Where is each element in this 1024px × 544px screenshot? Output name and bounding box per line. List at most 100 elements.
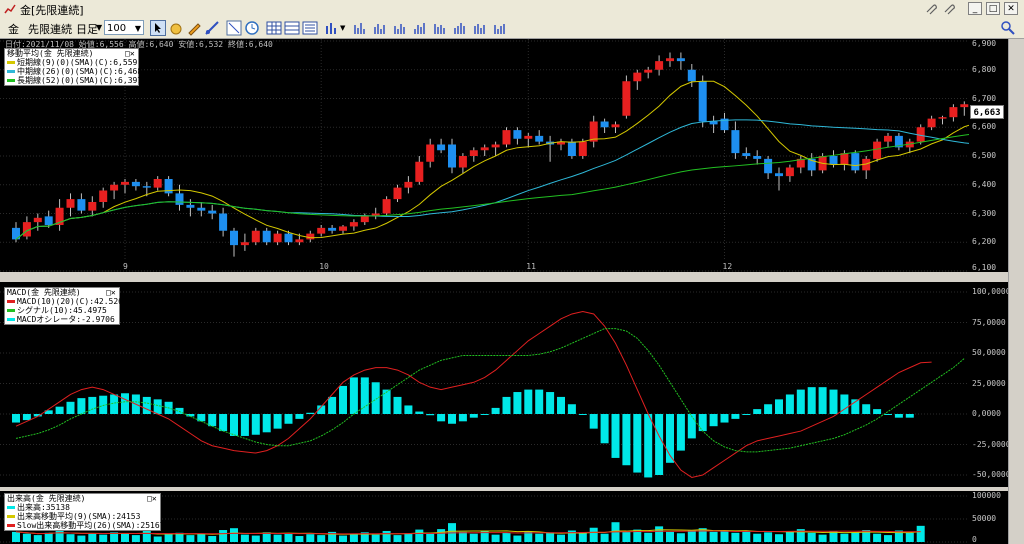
symbol-label[interactable]: 金 — [8, 23, 19, 36]
crosshair-icon[interactable] — [226, 20, 242, 36]
chart-type-arrow-icon[interactable]: ▼ — [340, 24, 346, 32]
macd-osc-bar — [22, 414, 31, 421]
pencil-draw-icon[interactable] — [186, 20, 202, 36]
indicator-bars-icon-6[interactable] — [452, 20, 468, 36]
volume-bar — [328, 531, 337, 542]
macd-osc-bar — [655, 414, 664, 475]
candle-up — [393, 187, 402, 200]
bar-count-select[interactable]: 100 ▼ — [104, 20, 144, 35]
volume-legend-item: 出来高移動平均(9)(SMA):24153 — [5, 512, 160, 521]
macd-osc-bar — [557, 396, 565, 414]
ma-legend-item: 中期線(26)(0)(SMA)(C):6,468 — [5, 67, 142, 76]
right-scrollbar[interactable] — [1008, 39, 1024, 544]
macd-osc-bar — [44, 410, 53, 414]
candle-up — [339, 226, 347, 231]
indicator-bars-icon-4[interactable] — [412, 20, 428, 36]
ma-legend-title: 移動平均(金 先限連続) — [7, 49, 94, 58]
macd-osc-bar — [317, 405, 326, 414]
macd-osc-bar — [622, 414, 631, 466]
bar-chart-icon[interactable] — [324, 20, 340, 36]
candle-up — [622, 81, 631, 116]
macd-osc-bar — [851, 399, 860, 414]
legend-close-icon[interactable]: □✕ — [147, 494, 157, 503]
candle-up — [785, 167, 794, 177]
macd-osc-bar — [88, 396, 97, 414]
macd-legend[interactable]: MACD(金 先限連続) □✕ MACD(10)(20)(C):42.5269 … — [4, 287, 128, 325]
cursor-select-icon[interactable] — [150, 20, 166, 36]
macd-legend-item: MACD(10)(20)(C):42.5269 — [5, 297, 128, 306]
macd-chart[interactable] — [0, 282, 969, 487]
candle-up — [589, 121, 598, 142]
osc-label: MACDオシレータ:-2.9706 — [17, 315, 115, 324]
contract-label[interactable]: 先限連続 — [28, 23, 72, 36]
macd-osc-bar — [633, 414, 642, 473]
macd-osc-bar — [458, 414, 467, 422]
volume-panel[interactable] — [0, 491, 969, 544]
line-tool-icon[interactable] — [204, 20, 220, 36]
indicator-bars-icon-3[interactable] — [392, 20, 408, 36]
macd-osc-bar — [77, 398, 86, 414]
macd-osc-bar — [687, 414, 696, 439]
grid-icon[interactable] — [266, 20, 282, 36]
ma-legend[interactable]: 移動平均(金 先限連続) □✕ 短期線(9)(0)(SMA)(C):6,559 … — [4, 48, 142, 86]
panel-divider[interactable] — [0, 487, 1024, 491]
attach-icon[interactable] — [924, 3, 938, 15]
candle-up — [578, 141, 587, 156]
search-key-icon[interactable] — [1000, 20, 1016, 36]
window-title: 金[先限連続] — [20, 4, 84, 17]
macd-osc-bar — [796, 389, 805, 414]
volume-bar — [262, 532, 271, 542]
x-tick-label: 9 — [123, 262, 128, 271]
macd-osc-bar — [55, 406, 64, 414]
macd-osc-bar — [175, 407, 184, 414]
volume-chart[interactable] — [0, 491, 969, 544]
maximize-button[interactable]: □ — [986, 2, 1000, 15]
candle-up — [66, 199, 75, 208]
panel-divider[interactable] — [0, 272, 1024, 282]
volume-bar — [360, 532, 369, 542]
link-icon[interactable] — [942, 3, 956, 15]
macd-osc-bar — [720, 414, 729, 423]
volume-bar — [197, 533, 206, 542]
macd-axis-tick-label: -25,0000 — [972, 439, 1011, 449]
period-label[interactable]: 日足 — [76, 23, 98, 36]
volume-bar — [687, 530, 696, 542]
legend-close-icon[interactable]: □✕ — [125, 49, 135, 58]
indicator-bars-icon-7[interactable] — [472, 20, 488, 36]
period-dropdown-arrow-icon[interactable]: ▼ — [96, 23, 103, 32]
indicator-bars-icon-5[interactable] — [432, 20, 448, 36]
list-icon[interactable] — [302, 20, 318, 36]
candle-up — [273, 233, 282, 243]
macd-panel[interactable] — [0, 282, 969, 487]
macd-osc-bar — [66, 401, 75, 414]
price-axis-tick-label: 6,300 — [972, 208, 997, 218]
legend-close-icon[interactable]: □✕ — [106, 288, 116, 297]
volume-bar — [230, 528, 238, 542]
price-panel[interactable]: 9 10 11 12 — [0, 39, 969, 272]
candle-down — [513, 130, 522, 139]
price-axis-tick-label: 6,100 — [972, 263, 997, 272]
price-axis-tick-label: 6,200 — [972, 237, 997, 247]
close-button[interactable]: ✕ — [1004, 2, 1018, 15]
volume-bar — [818, 534, 827, 542]
candle-down — [742, 153, 751, 156]
table-icon[interactable] — [284, 20, 300, 36]
minimize-button[interactable]: _ — [968, 2, 982, 15]
indicator-bars-icon-1[interactable] — [352, 20, 368, 36]
macd-osc-bar — [230, 414, 238, 436]
volume-legend[interactable]: 出来高(金 先限連続) □✕ 出来高:35138 出来高移動平均(9)(SMA)… — [4, 493, 165, 531]
volume-bar — [66, 534, 75, 542]
price-chart[interactable]: 9 10 11 12 — [0, 39, 969, 272]
indicator-bars-icon-2[interactable] — [372, 20, 388, 36]
macd-osc-bar — [709, 414, 718, 427]
volume-bar — [99, 534, 108, 542]
macd-axis-tick-label: 25,0000 — [972, 378, 1006, 388]
macd-osc-bar — [764, 404, 773, 414]
volume-bar — [840, 533, 849, 542]
clock-icon[interactable] — [244, 20, 260, 36]
osc-swatch — [7, 318, 15, 321]
candle-up — [306, 233, 315, 240]
volume-bar — [437, 529, 446, 542]
indicator-bars-icon-8[interactable] — [492, 20, 508, 36]
hand-pan-icon[interactable] — [168, 20, 184, 36]
